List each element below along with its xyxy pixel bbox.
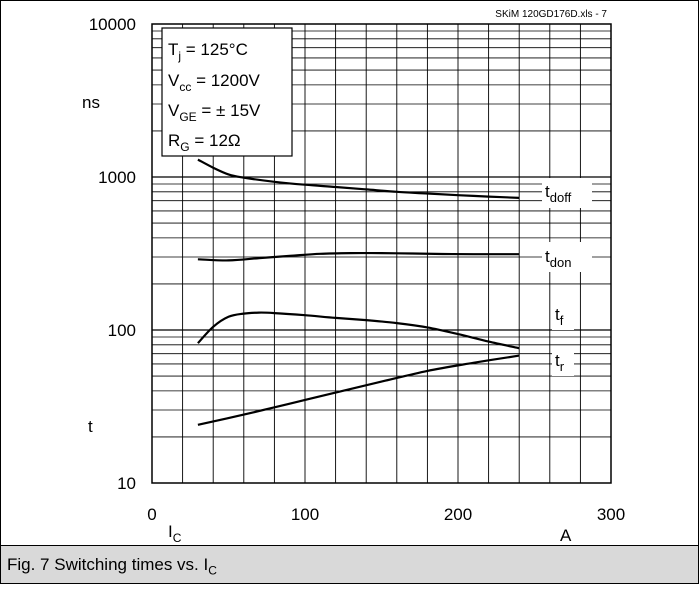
series-line-tdoff [197, 158, 520, 199]
y-tick-label-100: 100 [108, 321, 136, 340]
series-line-tf [197, 311, 520, 350]
x-axis-label: IC [168, 522, 182, 545]
x-unit-label: A [560, 526, 572, 545]
source-label: SKiM 120GD176D.xls - 7 [495, 9, 607, 20]
condition-vge: VGE = ± 15V [168, 101, 261, 124]
conditions-box-bg [161, 27, 293, 157]
condition-vcc: Vcc = 1200V [168, 71, 261, 94]
plot-border [151, 23, 612, 484]
svg-text:tr: tr [555, 351, 565, 374]
x-tick-label-0: 0 [147, 505, 156, 524]
series-label-tf: tf [552, 302, 574, 330]
condition-rg: RG = 12Ω [168, 131, 241, 154]
condition-tj: Tj = 125°C [168, 40, 248, 63]
svg-text:tdon: tdon [545, 247, 571, 270]
svg-text:tdoff: tdoff [545, 182, 572, 205]
y-tick-label-1000: 1000 [98, 168, 136, 187]
series-label-tdon: tdon [542, 242, 592, 272]
y-tick-label-10000: 10000 [89, 15, 136, 34]
y-axis-label: t [88, 417, 93, 436]
series-label-tdoff: tdoff [542, 178, 592, 208]
x-tick-label-200: 200 [444, 505, 472, 524]
x-tick-label-300: 300 [597, 505, 625, 524]
series-layer [197, 158, 520, 426]
series-line-tdon [197, 251, 520, 262]
y-unit-label: ns [82, 93, 100, 112]
series-line-tr [197, 354, 520, 426]
conditions-box: Tj = 125°C Vcc = 1200V VGE = ± 15V RG = … [161, 27, 293, 157]
series-label-tr: tr [552, 348, 574, 376]
y-tick-label-10: 10 [117, 474, 136, 493]
caption-subscript: C [208, 563, 217, 578]
switching-times-chart: Tj = 125°C Vcc = 1200V VGE = ± 15V RG = … [82, 9, 625, 545]
x-tick-label-100: 100 [291, 505, 319, 524]
svg-text:tf: tf [555, 305, 564, 328]
figure-caption: Fig. 7 Switching times vs. IC [1, 545, 698, 583]
caption-text: Fig. 7 Switching times vs. I [7, 555, 209, 574]
